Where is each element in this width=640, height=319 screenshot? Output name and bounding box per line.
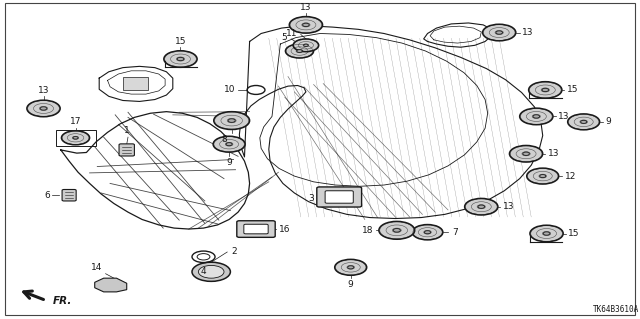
Circle shape [496,31,502,34]
Text: 13: 13 [558,112,570,121]
Text: 5: 5 [281,33,287,42]
Text: 13: 13 [503,202,515,211]
Circle shape [27,100,60,117]
Circle shape [530,225,563,242]
Text: 9: 9 [605,117,611,126]
Circle shape [164,51,197,67]
Circle shape [527,168,559,184]
Circle shape [61,131,90,145]
Circle shape [73,137,78,139]
Circle shape [540,174,546,178]
FancyBboxPatch shape [62,189,76,201]
Circle shape [412,225,443,240]
FancyBboxPatch shape [119,144,134,156]
Text: 17: 17 [70,117,81,126]
Circle shape [297,50,302,52]
Text: 13: 13 [38,86,49,95]
Text: 13: 13 [522,28,534,37]
Text: 11: 11 [285,29,297,38]
Circle shape [289,17,323,33]
Text: 15: 15 [568,229,580,238]
Text: 9: 9 [348,280,353,289]
Circle shape [303,23,309,26]
Circle shape [543,232,550,235]
Text: 13: 13 [548,149,559,158]
Circle shape [213,136,245,152]
Circle shape [192,262,230,281]
Circle shape [226,143,232,146]
Text: 1: 1 [124,126,129,135]
Circle shape [529,82,562,98]
Text: 6: 6 [44,191,50,200]
Text: 18: 18 [362,226,374,235]
Text: 15: 15 [567,85,579,94]
Text: 14: 14 [91,263,102,272]
Circle shape [520,108,553,125]
Circle shape [285,44,314,58]
Circle shape [177,57,184,61]
Circle shape [40,107,47,110]
Circle shape [478,205,484,208]
Text: 10: 10 [224,85,236,94]
Circle shape [424,231,431,234]
Circle shape [509,145,543,162]
Text: 15: 15 [175,37,186,46]
Text: 8: 8 [221,135,227,144]
Text: 3: 3 [308,194,314,203]
Text: 4: 4 [201,267,206,276]
Circle shape [348,266,354,269]
Text: 2: 2 [232,247,237,256]
Bar [56,130,96,146]
Circle shape [465,198,498,215]
Circle shape [533,115,540,118]
Circle shape [542,88,548,92]
Text: 7: 7 [452,228,458,237]
Text: 12: 12 [564,172,576,181]
FancyBboxPatch shape [244,224,268,234]
Bar [123,77,148,90]
Text: FR.: FR. [52,296,72,307]
Circle shape [335,259,367,275]
Circle shape [214,112,250,130]
Circle shape [293,39,319,52]
Circle shape [228,119,236,122]
Circle shape [523,152,529,155]
FancyBboxPatch shape [237,221,275,237]
Circle shape [198,265,224,278]
Circle shape [379,221,415,239]
Text: 9: 9 [227,158,232,167]
Polygon shape [95,278,127,292]
Circle shape [483,24,516,41]
Text: TK64B3610A: TK64B3610A [593,305,639,314]
Text: 13: 13 [300,3,312,12]
FancyBboxPatch shape [325,191,353,203]
Text: 16: 16 [279,225,291,234]
Circle shape [393,228,401,232]
Circle shape [580,120,587,123]
Circle shape [303,44,308,47]
Circle shape [568,114,600,130]
FancyBboxPatch shape [317,187,362,207]
